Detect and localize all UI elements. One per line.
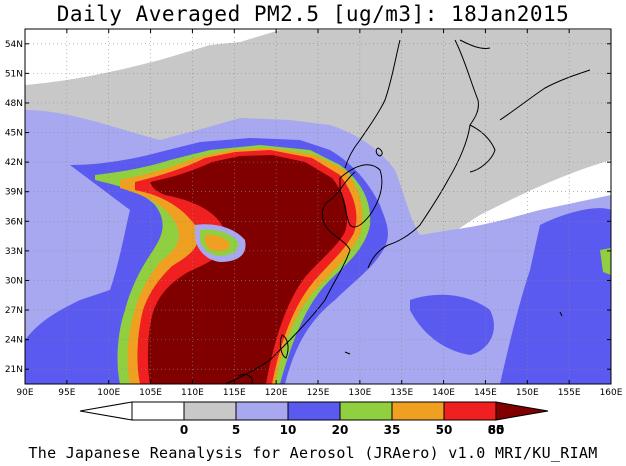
colorbar-box [287,401,341,421]
axis-ticks [24,29,612,384]
colorbar-right-arrow [495,401,549,421]
lon-label-160E: 160E [600,388,623,398]
latitude-labels: 21N 24N 27N 30N 33N 36N 39N 42N 45N 48N 51N 54N [5,40,23,375]
lon-label-105E: 105E [139,388,162,398]
grid-lines [25,29,611,384]
lon-label-125E: 125E [307,388,330,398]
lat-label-36N: 36N [5,217,23,227]
lat-label-51N: 51N [5,69,23,79]
colorbar-label-80: 80 [488,423,505,437]
lat-label-39N: 39N [5,188,23,198]
coastlines [224,39,591,384]
colorbar-label-65: 65 [488,423,505,437]
lat-label-54N: 54N [5,40,23,50]
lon-label-95E: 95E [58,388,75,398]
map-title: Daily Averaged PM2.5 [ug/m3]: 18Jan2015 [56,2,570,26]
lon-label-100E: 100E [97,388,120,398]
colorbar-label-5: 5 [232,423,240,437]
lat-label-30N: 30N [5,276,23,286]
lon-label-120E: 120E [265,388,288,398]
lat-label-42N: 42N [5,158,23,168]
lon-label-140E: 140E [432,388,455,398]
colorbar-label-0: 0 [180,423,188,437]
lat-label-27N: 27N [5,306,23,316]
lat-label-24N: 24N [5,336,23,346]
colorbar-label-20: 20 [332,423,349,437]
lon-label-135E: 135E [390,388,413,398]
credit-line: The Japanese Reanalysis for Aerosol (JRA… [28,444,598,462]
lon-label-115E: 115E [223,388,246,398]
band-80-plus [147,155,348,384]
colorbar-box [131,401,185,421]
longitude-labels: 90E 95E 100E 105E 110E 115E 120E 125E 130E 135E 14… [16,388,622,398]
colorbar-box [183,401,237,421]
lon-label-150E: 150E [516,388,539,398]
lon-label-90E: 90E [16,388,33,398]
concentration-field [25,30,611,384]
colorbar-label-10: 10 [280,423,297,437]
colorbar-label-35: 35 [384,423,401,437]
colorbar-box [339,401,393,421]
colorbar-label-50: 50 [436,423,453,437]
lat-label-45N: 45N [5,129,23,139]
lon-label-145E: 145E [474,388,497,398]
lat-label-48N: 48N [5,99,23,109]
colorbar-box [391,401,445,421]
lon-label-130E: 130E [348,388,371,398]
colorbar-left-arrow [79,401,133,421]
colorbar-box [235,401,289,421]
lon-label-110E: 110E [181,388,204,398]
lat-label-21N: 21N [5,365,23,375]
lat-label-33N: 33N [5,247,23,257]
colorbar-box [443,401,497,421]
lon-label-155E: 155E [558,388,581,398]
